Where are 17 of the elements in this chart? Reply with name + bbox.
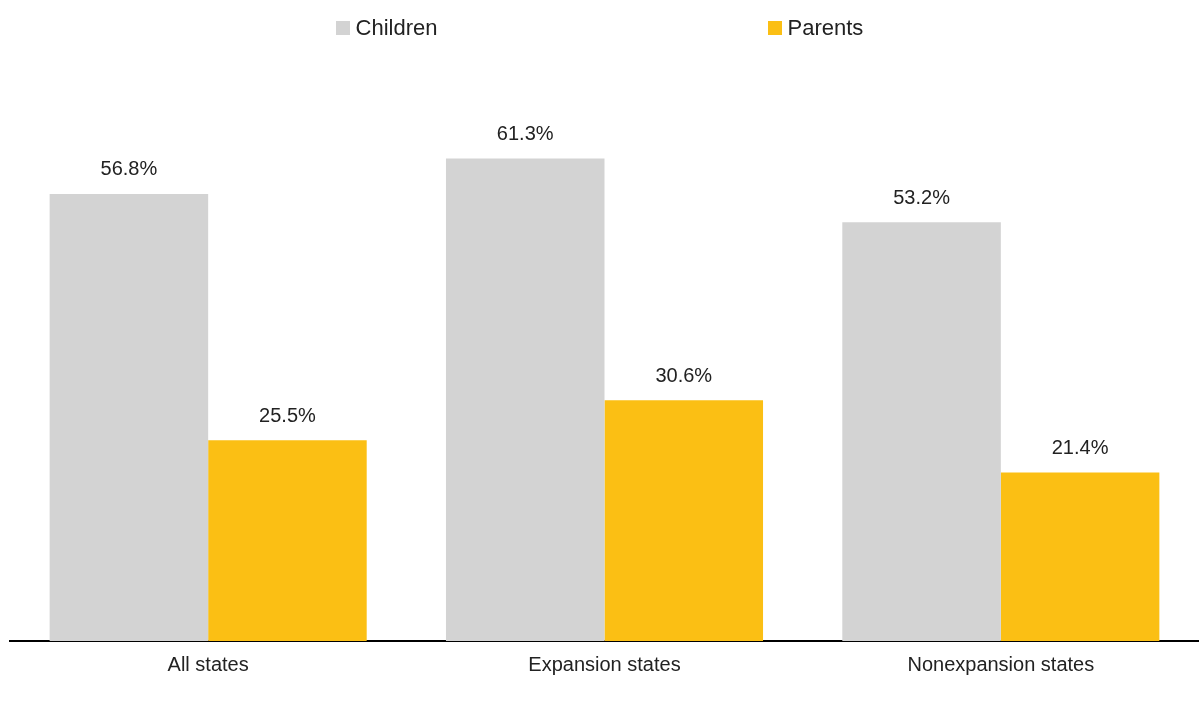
data-label: 56.8% — [100, 157, 158, 180]
bar — [445, 158, 605, 641]
data-label: 21.4% — [1051, 436, 1109, 459]
x-tick-label: All states — [167, 652, 249, 675]
bar — [842, 222, 1001, 641]
bar — [208, 440, 367, 641]
data-label: 53.2% — [893, 185, 951, 208]
data-label: 61.3% — [496, 122, 554, 144]
x-tick-label: Nonexpansion states — [907, 652, 1095, 675]
x-tick-label: Expansion states — [528, 652, 681, 675]
bar — [49, 193, 209, 641]
data-label: 25.5% — [259, 403, 316, 426]
bar — [1000, 472, 1160, 641]
data-label: 30.6% — [655, 363, 713, 386]
legend-label: Children — [355, 15, 438, 41]
legend-label: Parents — [787, 15, 864, 41]
bar — [604, 400, 764, 641]
